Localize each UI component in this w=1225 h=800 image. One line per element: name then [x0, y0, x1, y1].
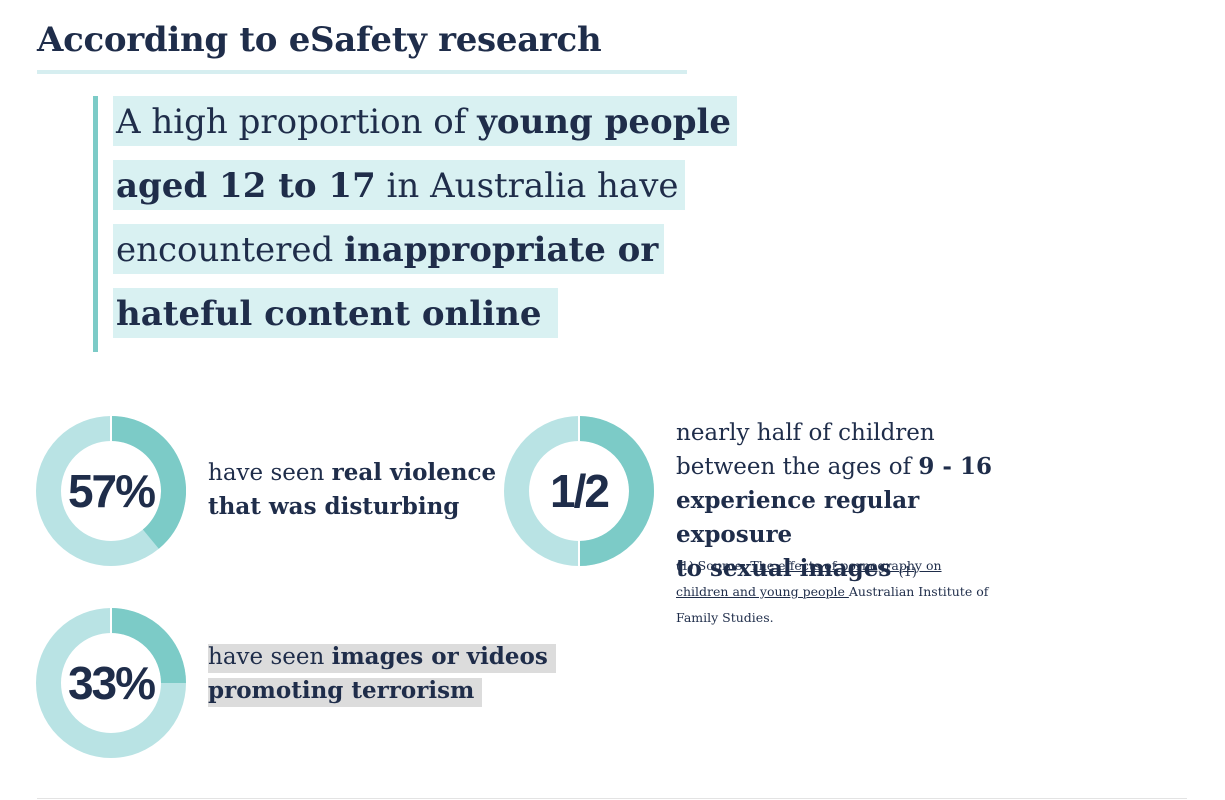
donut-fill — [110, 416, 186, 549]
stat-value: 1/2 — [550, 465, 610, 517]
stat-text-exposure: nearly half of children between the ages… — [676, 420, 992, 582]
footer-divider — [37, 798, 1187, 799]
highlighted-text: promoting terrorism — [208, 677, 483, 707]
highlighted-text: have seen images or videos — [208, 643, 556, 673]
footnote-marker: (1) — [898, 565, 918, 580]
stat-donut-exposure: 1/2 — [504, 416, 654, 566]
stat-donut-terrorism: 33% — [36, 608, 186, 758]
source-link[interactable]: The effects of pornography on children a… — [676, 558, 942, 599]
stat-value: 33% — [67, 657, 156, 709]
source-note: (1) Source: The effects of pornography o… — [676, 558, 989, 625]
stat-text-violence: have seen real violence that was disturb… — [208, 459, 497, 520]
donut-chart-icon — [36, 608, 186, 758]
donut-chart-icon — [504, 416, 654, 566]
stat-text-terrorism: have seen images or videos promoting ter… — [208, 640, 556, 708]
quote-line-4: hateful content online — [113, 288, 559, 338]
section-heading: According to eSafety research — [37, 14, 687, 74]
donut-chart-icon — [36, 416, 186, 566]
quote-line-2: aged 12 to 17 in Australia have — [113, 160, 685, 210]
donut-fill — [578, 416, 654, 566]
donut-fill — [110, 608, 186, 684]
quote-line-1: A high proportion of young people — [113, 96, 738, 146]
quote-line-3: encountered inappropriate or — [113, 224, 665, 274]
stat-donut-violence: 57% — [36, 416, 186, 566]
stat-value: 57% — [67, 465, 156, 517]
pull-quote: A high proportion of young people aged 1… — [93, 96, 738, 352]
